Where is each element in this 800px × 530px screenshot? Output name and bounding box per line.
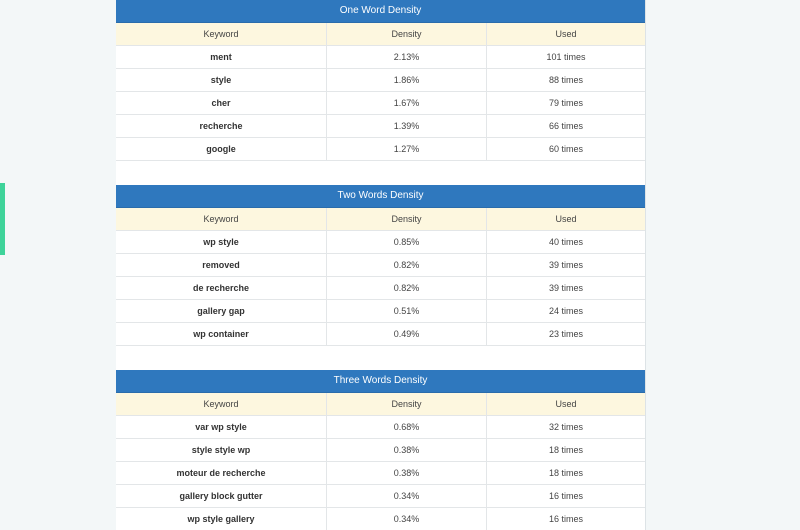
table-cell: 66 times bbox=[548, 121, 583, 131]
side-accent bbox=[0, 183, 5, 255]
table-cell: 0.82% bbox=[327, 277, 487, 299]
table-cell: 0.82% bbox=[327, 254, 487, 276]
table-cell: 0.34% bbox=[327, 485, 487, 507]
table-row: var wp style 0.68% 32 times bbox=[116, 416, 645, 439]
table-cell: 0.38% bbox=[327, 439, 487, 461]
table-cell: gallery block gutter bbox=[116, 485, 327, 507]
header-row: Keyword Density Used bbox=[116, 393, 645, 416]
table-cell: 60 times bbox=[548, 144, 583, 154]
table-row: style style wp 0.38% 18 times bbox=[116, 439, 645, 462]
table-cell: wp style gallery bbox=[116, 508, 327, 530]
table-cell: 0.49% bbox=[327, 323, 487, 345]
column-header: Keyword bbox=[116, 208, 327, 230]
table-row: ment 2.13% 101 times bbox=[116, 46, 645, 69]
table-cell: style style wp bbox=[116, 439, 327, 461]
table-cell: 16 times bbox=[548, 491, 583, 501]
table-row: removed 0.82% 39 times bbox=[116, 254, 645, 277]
header-row: Keyword Density Used bbox=[116, 208, 645, 231]
table-cell: 0.38% bbox=[327, 462, 487, 484]
table-cell: google bbox=[116, 138, 327, 160]
table-cell: wp style bbox=[116, 231, 327, 253]
table-row: gallery gap 0.51% 24 times bbox=[116, 300, 645, 323]
table-cell: 101 times bbox=[546, 52, 586, 62]
table-row: cher 1.67% 79 times bbox=[116, 92, 645, 115]
table-cell: 2.13% bbox=[327, 46, 487, 68]
table-row: style 1.86% 88 times bbox=[116, 69, 645, 92]
table-row: wp container 0.49% 23 times bbox=[116, 323, 645, 346]
column-header: Density bbox=[327, 393, 487, 415]
table-cell: style bbox=[116, 69, 327, 91]
table-row: wp style 0.85% 40 times bbox=[116, 231, 645, 254]
table-cell: 0.34% bbox=[327, 508, 487, 530]
table-cell: 1.39% bbox=[327, 115, 487, 137]
table-cell: 0.51% bbox=[327, 300, 487, 322]
column-header: Density bbox=[327, 208, 487, 230]
column-header: Used bbox=[555, 29, 577, 39]
table-cell: recherche bbox=[116, 115, 327, 137]
table-row: google 1.27% 60 times bbox=[116, 138, 645, 161]
table-cell: var wp style bbox=[116, 416, 327, 438]
header-row: Keyword Density Used bbox=[116, 23, 645, 46]
table-cell: 79 times bbox=[548, 98, 583, 108]
density-table: Three Words Density Keyword Density Used var… bbox=[116, 370, 645, 530]
table-cell: moteur de recherche bbox=[116, 462, 327, 484]
table-title: Two Words Density bbox=[116, 185, 645, 208]
table-cell: 18 times bbox=[548, 468, 583, 478]
table-cell: 39 times bbox=[548, 283, 583, 293]
table-cell: wp container bbox=[116, 323, 327, 345]
table-cell: gallery gap bbox=[116, 300, 327, 322]
table-cell: 88 times bbox=[548, 75, 583, 85]
table-title: Three Words Density bbox=[116, 370, 645, 393]
column-header: Used bbox=[555, 214, 577, 224]
table-cell: 18 times bbox=[548, 445, 583, 455]
column-header: Used bbox=[555, 399, 577, 409]
table-cell: 24 times bbox=[548, 306, 583, 316]
column-header: Keyword bbox=[116, 23, 327, 45]
table-cell: 23 times bbox=[548, 329, 583, 339]
table-cell: removed bbox=[116, 254, 327, 276]
table-cell: cher bbox=[116, 92, 327, 114]
table-cell: 1.86% bbox=[327, 69, 487, 91]
table-cell: 0.68% bbox=[327, 416, 487, 438]
table-cell: 1.67% bbox=[327, 92, 487, 114]
table-cell: de recherche bbox=[116, 277, 327, 299]
table-cell: 40 times bbox=[548, 237, 583, 247]
density-table: Two Words Density Keyword Density Used wp st… bbox=[116, 185, 645, 346]
table-cell: ment bbox=[116, 46, 327, 68]
table-cell: 32 times bbox=[548, 422, 583, 432]
column-header: Density bbox=[327, 23, 487, 45]
table-cell: 39 times bbox=[548, 260, 583, 270]
table-cell: 0.85% bbox=[327, 231, 487, 253]
table-row: recherche 1.39% 66 times bbox=[116, 115, 645, 138]
density-panel: One Word Density Keyword Density Used ment 2.… bbox=[116, 0, 646, 530]
table-row: gallery block gutter 0.34% 16 times bbox=[116, 485, 645, 508]
table-cell: 16 times bbox=[548, 514, 583, 524]
density-table: One Word Density Keyword Density Used ment 2.… bbox=[116, 0, 645, 161]
column-header: Keyword bbox=[116, 393, 327, 415]
table-row: moteur de recherche 0.38% 18 times bbox=[116, 462, 645, 485]
table-cell: 1.27% bbox=[327, 138, 487, 160]
table-row: wp style gallery 0.34% 16 times bbox=[116, 508, 645, 530]
table-title: One Word Density bbox=[116, 0, 645, 23]
table-row: de recherche 0.82% 39 times bbox=[116, 277, 645, 300]
